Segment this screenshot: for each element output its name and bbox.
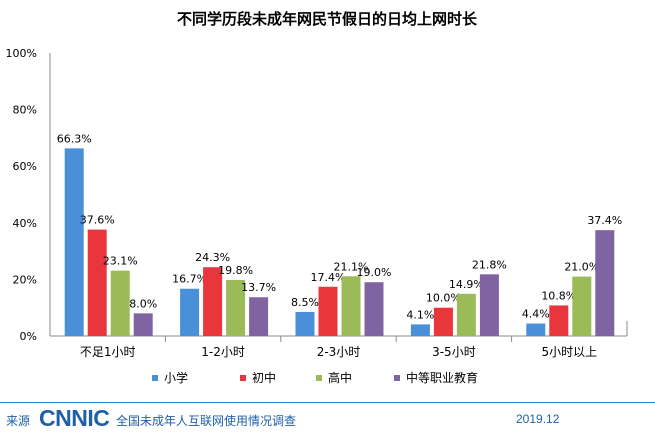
data-label: 4.4% [522, 308, 550, 321]
data-label: 10.0% [426, 292, 461, 305]
survey-name: 全国未成年人互联网使用情况调查 [116, 414, 297, 428]
bar-中等职业教育-1-2小时 [249, 297, 269, 336]
bar-高中-1-2小时 [226, 279, 246, 336]
bar-高中-不足1小时 [110, 270, 130, 336]
y-tick-label: 40% [13, 217, 37, 230]
bar-小学-5小时以上 [526, 323, 546, 336]
x-tick-label: 3-5小时 [432, 345, 476, 359]
bar-中等职业教育-不足1小时 [133, 313, 153, 336]
footer-divider [0, 402, 655, 403]
x-tick-label: 1-2小时 [201, 345, 245, 359]
bar-初中-1-2小时 [203, 267, 223, 336]
data-label: 21.1% [334, 260, 369, 273]
bar-中等职业教育-2-3小时 [364, 282, 384, 336]
bar-初中-不足1小时 [87, 229, 107, 336]
legend-label: 小学 [164, 370, 188, 385]
report-date: 2019.12 [516, 412, 560, 426]
plot-area: 0% 20% 40% 60% 80% 100% 66.3% 37.6% 23.1% 8.0% 不足1… [6, 47, 628, 359]
legend-label: 初中 [252, 370, 276, 385]
data-label: 19.8% [218, 264, 253, 277]
bar-中等职业教育-5小时以上 [595, 230, 615, 336]
bar-初中-3-5小时 [433, 307, 453, 336]
bar-小学-1-2小时 [180, 288, 200, 336]
data-label: 66.3% [57, 132, 92, 145]
data-label: 37.6% [80, 214, 115, 227]
bar-初中-5小时以上 [549, 305, 569, 336]
bar-初中-2-3小时 [318, 286, 338, 336]
legend-swatch-小学 [152, 375, 158, 381]
data-label: 21.0% [564, 261, 599, 274]
data-label: 21.8% [472, 258, 507, 271]
footer: 来源 CNNIC 全国未成年人互联网使用情况调查 2019.12 [0, 402, 655, 440]
y-tick-label: 20% [13, 273, 37, 286]
data-label: 16.7% [172, 273, 207, 286]
x-tick-label: 不足1小时 [80, 345, 136, 359]
bar-小学-不足1小时 [64, 148, 84, 336]
y-tick-label: 60% [13, 160, 37, 173]
legend-swatch-初中 [240, 375, 246, 381]
bar-中等职业教育-3-5小时 [479, 274, 499, 336]
legend-label: 中等职业教育 [406, 370, 478, 385]
legend-swatch-高中 [316, 375, 322, 381]
data-label: 13.7% [241, 281, 276, 294]
chart-title: 不同学历段未成年网民节假日的日均上网时长 [177, 10, 478, 28]
data-label: 37.4% [587, 214, 622, 227]
data-label: 14.9% [449, 278, 484, 291]
data-label: 8.5% [291, 296, 319, 309]
data-label: 17.4% [311, 271, 346, 284]
x-tick-label: 5小时以上 [541, 345, 597, 359]
source-label: 来源 [6, 414, 31, 428]
legend-label: 高中 [328, 370, 352, 385]
legend-swatch-中等职业教育 [394, 375, 400, 381]
y-tick-label: 0% [20, 330, 37, 343]
bar-高中-2-3小时 [341, 276, 361, 336]
bar-高中-5小时以上 [572, 276, 592, 336]
data-label: 24.3% [195, 251, 230, 264]
data-label: 8.0% [129, 297, 157, 310]
bar-小学-3-5小时 [410, 324, 430, 336]
data-label: 23.1% [103, 255, 138, 268]
y-tick-label: 80% [13, 104, 37, 117]
bar-高中-3-5小时 [456, 293, 476, 336]
x-tick-label: 2-3小时 [317, 345, 361, 359]
chart-legend: 小学 初中 高中 中等职业教育 [152, 370, 478, 385]
bar-小学-2-3小时 [295, 311, 315, 336]
cnnic-logo: CNNIC [39, 405, 110, 431]
bar-chart: 不同学历段未成年网民节假日的日均上网时长 0% 20% 40% 60% 80% 100% 6… [6, 10, 628, 385]
data-label: 10.8% [541, 289, 576, 302]
y-tick-label: 100% [6, 47, 37, 60]
data-label: 4.1% [406, 308, 434, 321]
data-label: 19.0% [357, 266, 392, 279]
